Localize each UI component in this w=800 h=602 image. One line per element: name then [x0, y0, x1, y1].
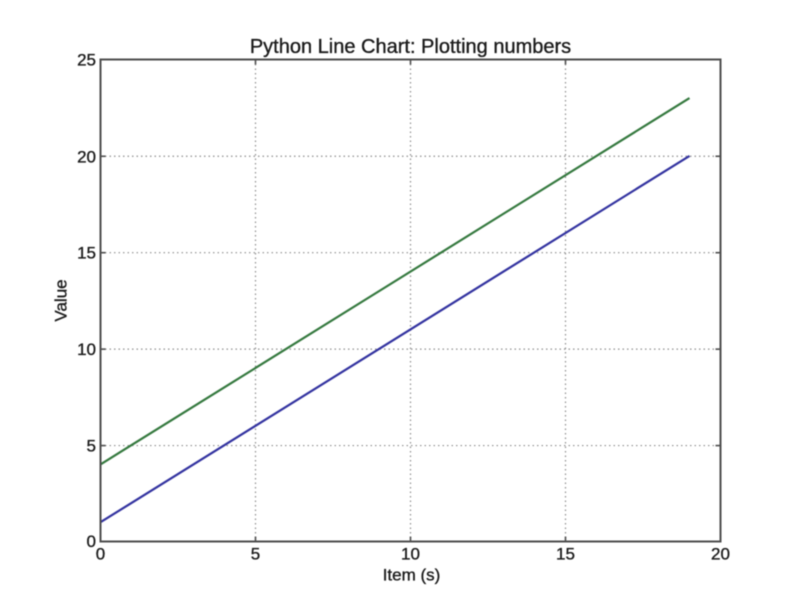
svg-text:Python Line Chart: Plotting nu: Python Line Chart: Plotting numbers [250, 36, 571, 58]
svg-text:Value: Value [52, 279, 71, 321]
svg-text:5: 5 [251, 545, 260, 564]
svg-text:25: 25 [77, 51, 96, 70]
svg-text:5: 5 [87, 437, 96, 456]
svg-text:20: 20 [711, 545, 730, 564]
svg-text:0: 0 [87, 532, 96, 551]
svg-text:15: 15 [556, 545, 575, 564]
svg-text:20: 20 [77, 147, 96, 166]
svg-text:0: 0 [96, 545, 105, 564]
svg-text:15: 15 [77, 244, 96, 263]
svg-text:10: 10 [77, 340, 96, 359]
svg-text:Item (s): Item (s) [383, 566, 441, 585]
svg-text:10: 10 [401, 545, 420, 564]
